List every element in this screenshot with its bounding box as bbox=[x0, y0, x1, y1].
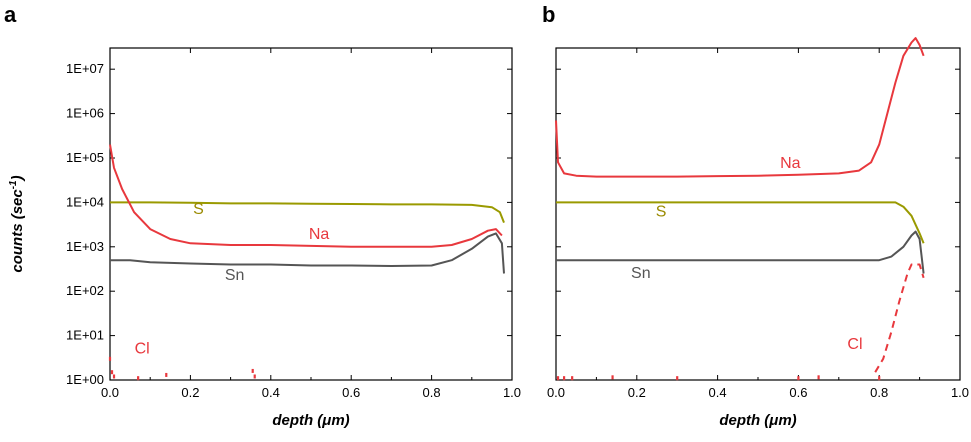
series-line-na bbox=[109, 144, 503, 248]
y-tick-label: 1E+03 bbox=[66, 239, 104, 254]
series-label-sn: Sn bbox=[631, 265, 651, 282]
x-tick-label: 0.2 bbox=[181, 385, 199, 400]
x-tick-label: 0.4 bbox=[262, 385, 280, 400]
x-tick-label: 0.4 bbox=[709, 385, 727, 400]
series-line-cl bbox=[874, 263, 925, 373]
x-tick-label: 0.8 bbox=[870, 385, 888, 400]
x-tick-label: 0.8 bbox=[423, 385, 441, 400]
x-tick-label: 0.0 bbox=[101, 385, 119, 400]
y-tick-label: 1E+05 bbox=[66, 150, 104, 165]
y-axis-title-sup: -1 bbox=[8, 180, 19, 189]
x-tick-label: 0.2 bbox=[628, 385, 646, 400]
x-tick-label: 1.0 bbox=[951, 385, 969, 400]
series-line-sn bbox=[110, 232, 505, 274]
series-label-s: S bbox=[193, 201, 204, 218]
series-line-na bbox=[555, 37, 925, 178]
panel-b: 0.0 0.2 0.4 0.6 0.8 1.0 depth (μm) Na S Sn Cl bbox=[547, 37, 969, 429]
series-line-s bbox=[556, 201, 925, 244]
x-axis-title: depth (μm) bbox=[719, 412, 796, 429]
series-label-s: S bbox=[656, 204, 667, 221]
series-label-cl: Cl bbox=[847, 336, 862, 353]
panel-letter-a: a bbox=[4, 2, 17, 27]
x-tick-label: 1.0 bbox=[503, 385, 521, 400]
x-tick-label: 0.0 bbox=[547, 385, 565, 400]
y-axis-title-close: ) bbox=[9, 175, 26, 182]
y-axis-title: counts (sec-1) bbox=[8, 175, 26, 272]
x-tick-label: 0.6 bbox=[789, 385, 807, 400]
series-line-s bbox=[110, 201, 505, 223]
y-tick-label: 1E+07 bbox=[66, 61, 104, 76]
panel-letter-b: b bbox=[542, 2, 555, 27]
series-label-na: Na bbox=[780, 155, 801, 172]
y-tick-label: 1E+02 bbox=[66, 283, 104, 298]
series-label-sn: Sn bbox=[225, 267, 245, 284]
y-tick-label: 1E+06 bbox=[66, 106, 104, 121]
y-tick-label: 1E+00 bbox=[66, 372, 104, 387]
series-label-cl: Cl bbox=[135, 340, 150, 357]
plot-frame bbox=[555, 47, 961, 381]
series-label-na: Na bbox=[309, 226, 330, 243]
x-axis-title: depth (μm) bbox=[272, 412, 349, 429]
y-tick-label: 1E+01 bbox=[66, 328, 104, 343]
series-line-sn bbox=[556, 230, 925, 274]
y-axis-title-main: counts (sec bbox=[9, 189, 26, 273]
panel-a: 0.0 0.2 0.4 0.6 0.8 1.0 depth (μm) 1E+00 1E+01 1E… bbox=[66, 47, 521, 429]
y-tick-label: 1E+04 bbox=[66, 194, 104, 209]
plot-frame bbox=[109, 47, 513, 381]
x-tick-label: 0.6 bbox=[342, 385, 360, 400]
